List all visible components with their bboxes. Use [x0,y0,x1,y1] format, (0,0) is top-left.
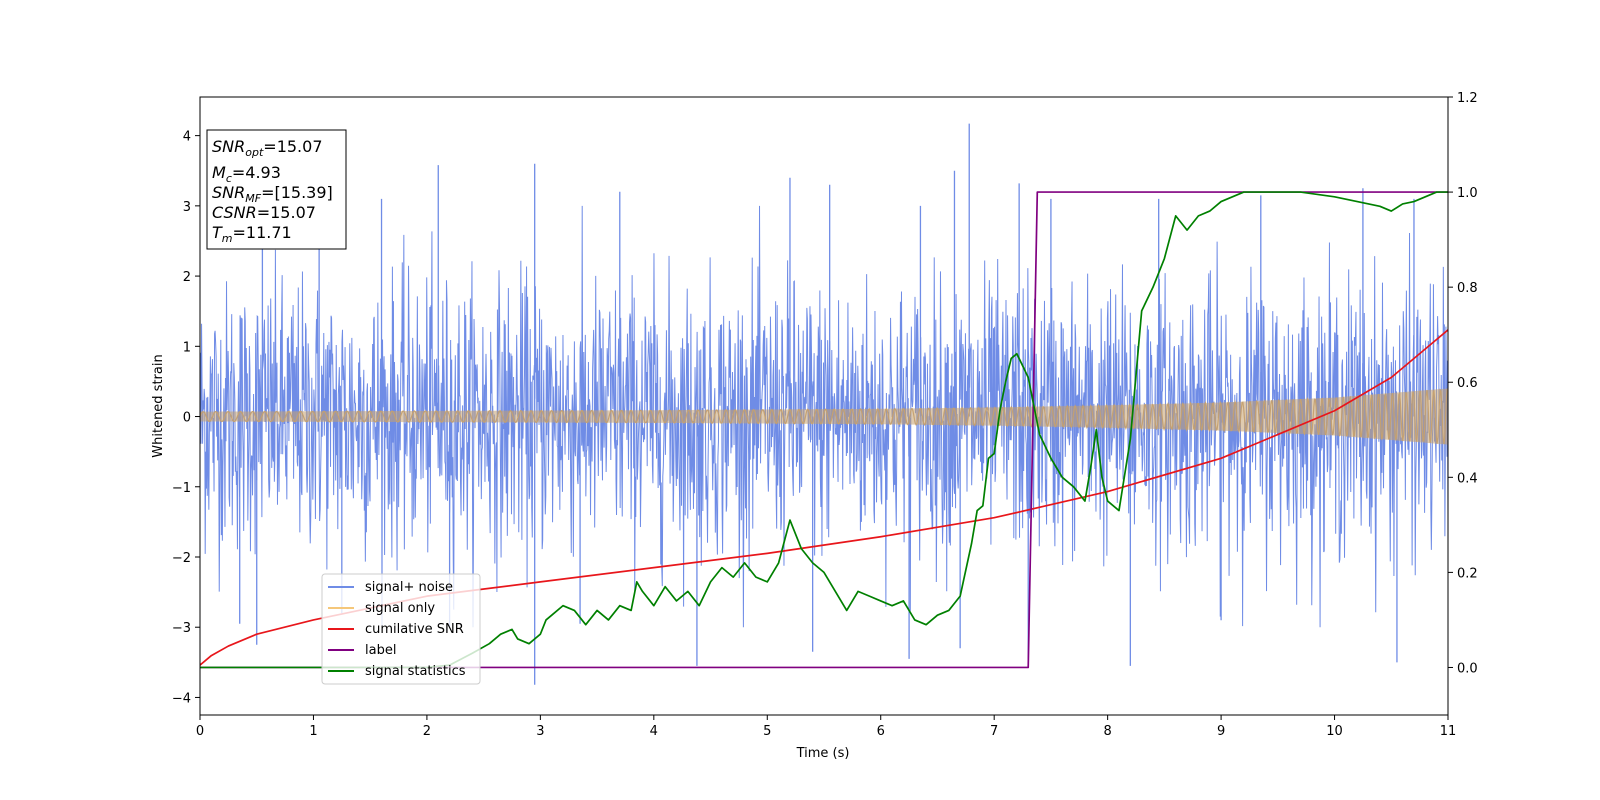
legend-entry: signal+ noise [365,580,453,595]
y-tick-label: 4 [183,130,191,145]
legend-entry: cumilative SNR [365,622,464,637]
y-axis-title: Whitened strain [151,354,166,457]
snr-opt-line: SNRopt=15.07 [212,137,323,159]
x-axis: 0 1 2 3 4 5 6 7 8 9 10 11 [196,715,1456,739]
csnr-line: CSNR=15.07 [212,203,316,222]
y-tick-label: −3 [172,621,191,636]
y2-tick-label: 0.4 [1457,471,1478,486]
y2-tick-label: 0.6 [1457,376,1478,391]
y2-tick-label: 0.8 [1457,281,1478,296]
x-tick-label: 11 [1440,724,1457,739]
x-tick-label: 2 [423,724,431,739]
y-tick-label: 0 [183,411,191,426]
y-tick-label: 3 [183,200,191,215]
y-tick-label: 2 [183,270,191,285]
legend-entry: label [365,643,396,658]
y2-tick-label: 0.2 [1457,566,1478,581]
x-tick-label: 9 [1217,724,1225,739]
y-axis-left: 4 3 2 1 0 −1 −2 −3 −4 [172,130,200,706]
y-tick-label: −4 [172,691,191,706]
tm-line: Tm=11.71 [212,223,292,245]
y2-tick-label: 1.2 [1457,91,1478,106]
info-box: SNRopt=15.07 Mc=4.93 SNRMF=[15.39] CSNR=… [206,129,347,250]
signal-only-envelope [200,388,1448,445]
signal-noise-series [200,123,1448,685]
signal-statistics-line [200,191,1448,669]
overlay-series [200,191,1448,669]
x-tick-label: 1 [309,724,317,739]
x-tick-label: 10 [1326,724,1343,739]
x-tick-label: 6 [877,724,885,739]
x-tick-label: 7 [990,724,998,739]
y2-tick-label: 0.0 [1457,661,1478,676]
y-tick-label: −1 [172,481,191,496]
y-tick-label: 1 [183,340,191,355]
x-tick-label: 4 [650,724,658,739]
legend-entry: signal statistics [365,664,466,679]
cumulative-snr-line [200,329,1448,666]
x-tick-label: 3 [536,724,544,739]
y-tick-label: −2 [172,551,191,566]
y2-tick-label: 1.0 [1457,186,1478,201]
x-tick-label: 0 [196,724,204,739]
x-tick-label: 5 [763,724,771,739]
plot-frame [199,96,1449,716]
x-tick-label: 8 [1103,724,1111,739]
mc-line: Mc=4.93 [212,163,281,185]
legend: signal+ noise signal only cumilative SNR la… [321,573,481,685]
legend-entry: signal only [365,601,435,616]
signal-only-series [200,388,1448,445]
x-axis-title: Time (s) [796,746,850,761]
y-axis-right: 1.2 1.0 0.8 0.6 0.4 0.2 0.0 [1448,91,1478,676]
snr-mf-line: SNRMF=[15.39] [212,183,333,205]
